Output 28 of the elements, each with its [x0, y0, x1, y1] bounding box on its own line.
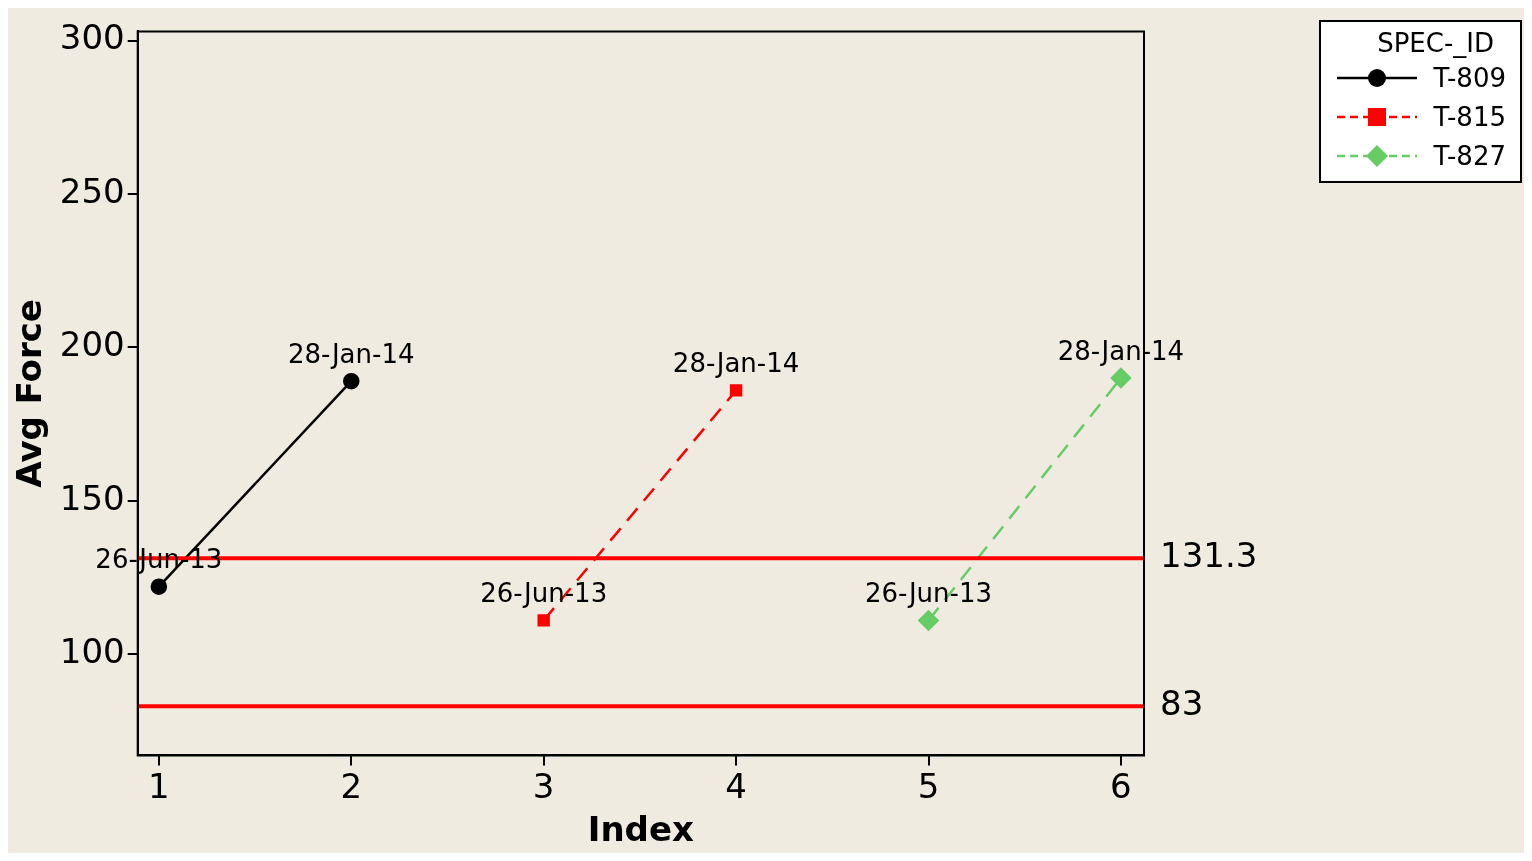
ref-line-label: 131.3: [1160, 534, 1258, 575]
legend-label: T-827: [1433, 140, 1506, 171]
point: [150, 578, 168, 595]
point: [343, 372, 360, 390]
legend-title: SPEC-_ID: [1376, 28, 1495, 58]
y-axis-title: Avg Force: [9, 299, 50, 488]
legend-label: T-815: [1433, 101, 1506, 132]
x-tick-label: 5: [917, 765, 940, 806]
legend-label: T-809: [1433, 62, 1506, 93]
x-tick-label: 3: [532, 765, 555, 806]
y-tick-label: 200: [59, 324, 125, 365]
ref-line-label: 83: [1160, 683, 1204, 724]
x-tick-label: 2: [340, 765, 363, 806]
x-tick-label: 4: [725, 765, 747, 806]
x-axis-title: Index: [587, 809, 695, 850]
data-label: 28-Jan-14: [288, 338, 415, 369]
y-tick-label: 150: [59, 477, 125, 518]
x-tick-label: 6: [1110, 765, 1132, 806]
point: [918, 610, 939, 631]
y-tick-label: 300: [59, 17, 125, 58]
point: [729, 384, 743, 397]
data-label: 26-Jun-13: [864, 578, 993, 609]
data-label: 28-Jan-14: [672, 348, 800, 379]
point: [537, 614, 550, 627]
x-tick-label: 1: [148, 765, 170, 806]
y-tick-label: 250: [59, 170, 125, 211]
y-tick-label: 100: [59, 630, 125, 671]
point: [1110, 367, 1132, 389]
